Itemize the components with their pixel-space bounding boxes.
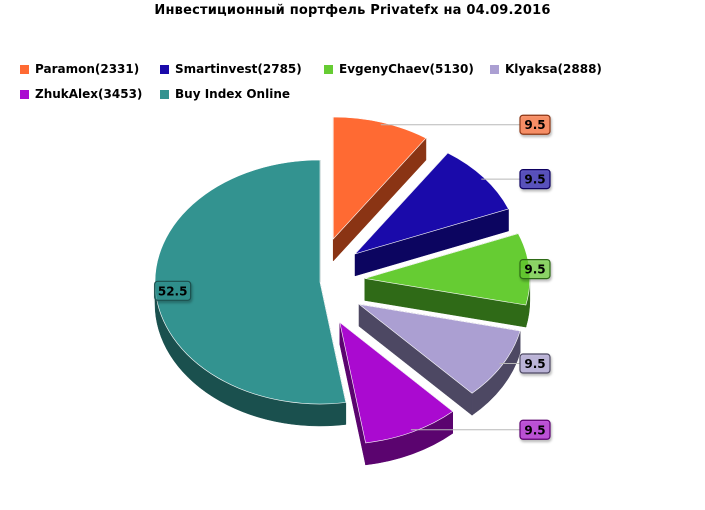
legend-swatch	[324, 64, 333, 74]
svg-text:9.5: 9.5	[524, 263, 545, 277]
legend-item-evgenychaev: EvgenyChaev(5130)	[324, 62, 474, 76]
slice-label-smartinvest: 9.5	[481, 169, 551, 190]
slice-label-paramon: 9.5	[380, 114, 551, 135]
svg-text:9.5: 9.5	[524, 118, 545, 132]
legend-swatch	[20, 89, 29, 99]
svg-text:9.5: 9.5	[524, 423, 545, 437]
chart-title: Инвестиционный портфель Privatefx на 04.…	[154, 3, 551, 18]
slice-label-evgenychaev: 9.5	[519, 258, 551, 280]
pie-slice-smartinvest	[354, 152, 509, 255]
svg-text:9.5: 9.5	[524, 357, 545, 371]
pie-slice-paramon	[332, 116, 427, 240]
legend-label: Klyaksa(2888)	[505, 62, 602, 76]
legend-swatch	[490, 64, 499, 74]
slice-label-buy-index-online: 52.5	[154, 280, 192, 301]
legend-label: ZhukAlex(3453)	[35, 87, 143, 101]
slice-label-zhukalex: 9.5	[410, 419, 551, 440]
legend-label: EvgenyChaev(5130)	[339, 62, 474, 76]
svg-text:9.5: 9.5	[524, 173, 545, 187]
legend-item-zhukalex: ZhukAlex(3453)	[20, 87, 142, 101]
legend-item-buy-index-online: Buy Index Online	[160, 87, 290, 101]
legend-label: Buy Index Online	[175, 87, 290, 101]
pie-slice-klyaksa	[358, 304, 521, 394]
legend-swatch	[160, 64, 169, 74]
svg-text:52.5: 52.5	[158, 284, 188, 298]
legend-item-paramon: Paramon(2331)	[20, 62, 139, 76]
legend-label: Smartinvest(2785)	[175, 62, 302, 76]
legend-swatch	[20, 64, 29, 74]
legend-swatch	[160, 89, 169, 99]
slice-label-klyaksa: 9.5	[499, 353, 551, 374]
legend-item-klyaksa: Klyaksa(2888)	[490, 62, 602, 76]
legend-item-smartinvest: Smartinvest(2785)	[160, 62, 302, 76]
legend-label: Paramon(2331)	[35, 62, 140, 76]
pie-slice-zhukalex	[339, 321, 454, 444]
